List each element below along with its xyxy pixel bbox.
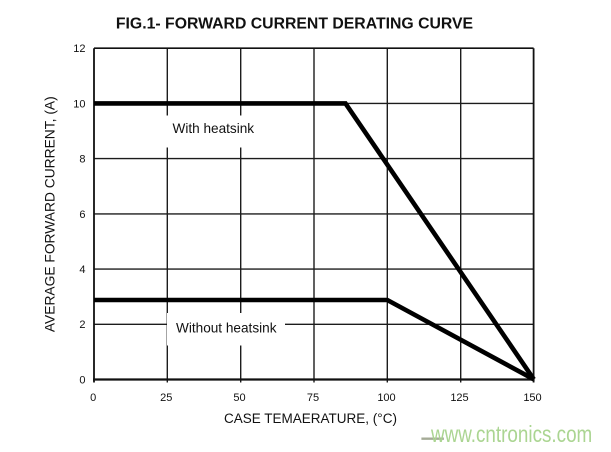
svg-text:AVERAGE FORWARD CURRENT, (A): AVERAGE FORWARD CURRENT, (A) xyxy=(43,96,58,332)
svg-text:10: 10 xyxy=(73,98,85,110)
svg-text:www.cntronics.com: www.cntronics.com xyxy=(430,422,592,447)
svg-text:50: 50 xyxy=(233,392,245,404)
svg-text:FIG.1- FORWARD CURRENT DERATIN: FIG.1- FORWARD CURRENT DERATING CURVE xyxy=(116,16,473,33)
svg-text:25: 25 xyxy=(160,392,172,404)
svg-text:Without heatsink: Without heatsink xyxy=(176,320,277,335)
svg-text:6: 6 xyxy=(79,209,85,221)
svg-text:12: 12 xyxy=(73,43,85,55)
svg-text:4: 4 xyxy=(79,264,85,276)
svg-text:0: 0 xyxy=(90,392,96,404)
svg-text:With heatsink: With heatsink xyxy=(173,121,255,136)
svg-text:2: 2 xyxy=(79,319,85,331)
svg-text:150: 150 xyxy=(523,392,541,404)
svg-text:100: 100 xyxy=(377,392,395,404)
svg-text:125: 125 xyxy=(450,392,468,404)
svg-text:75: 75 xyxy=(307,392,319,404)
svg-text:0: 0 xyxy=(79,374,85,386)
svg-text:8: 8 xyxy=(79,154,85,166)
svg-text:CASE TEMAERATURE, (°C): CASE TEMAERATURE, (°C) xyxy=(224,411,397,426)
